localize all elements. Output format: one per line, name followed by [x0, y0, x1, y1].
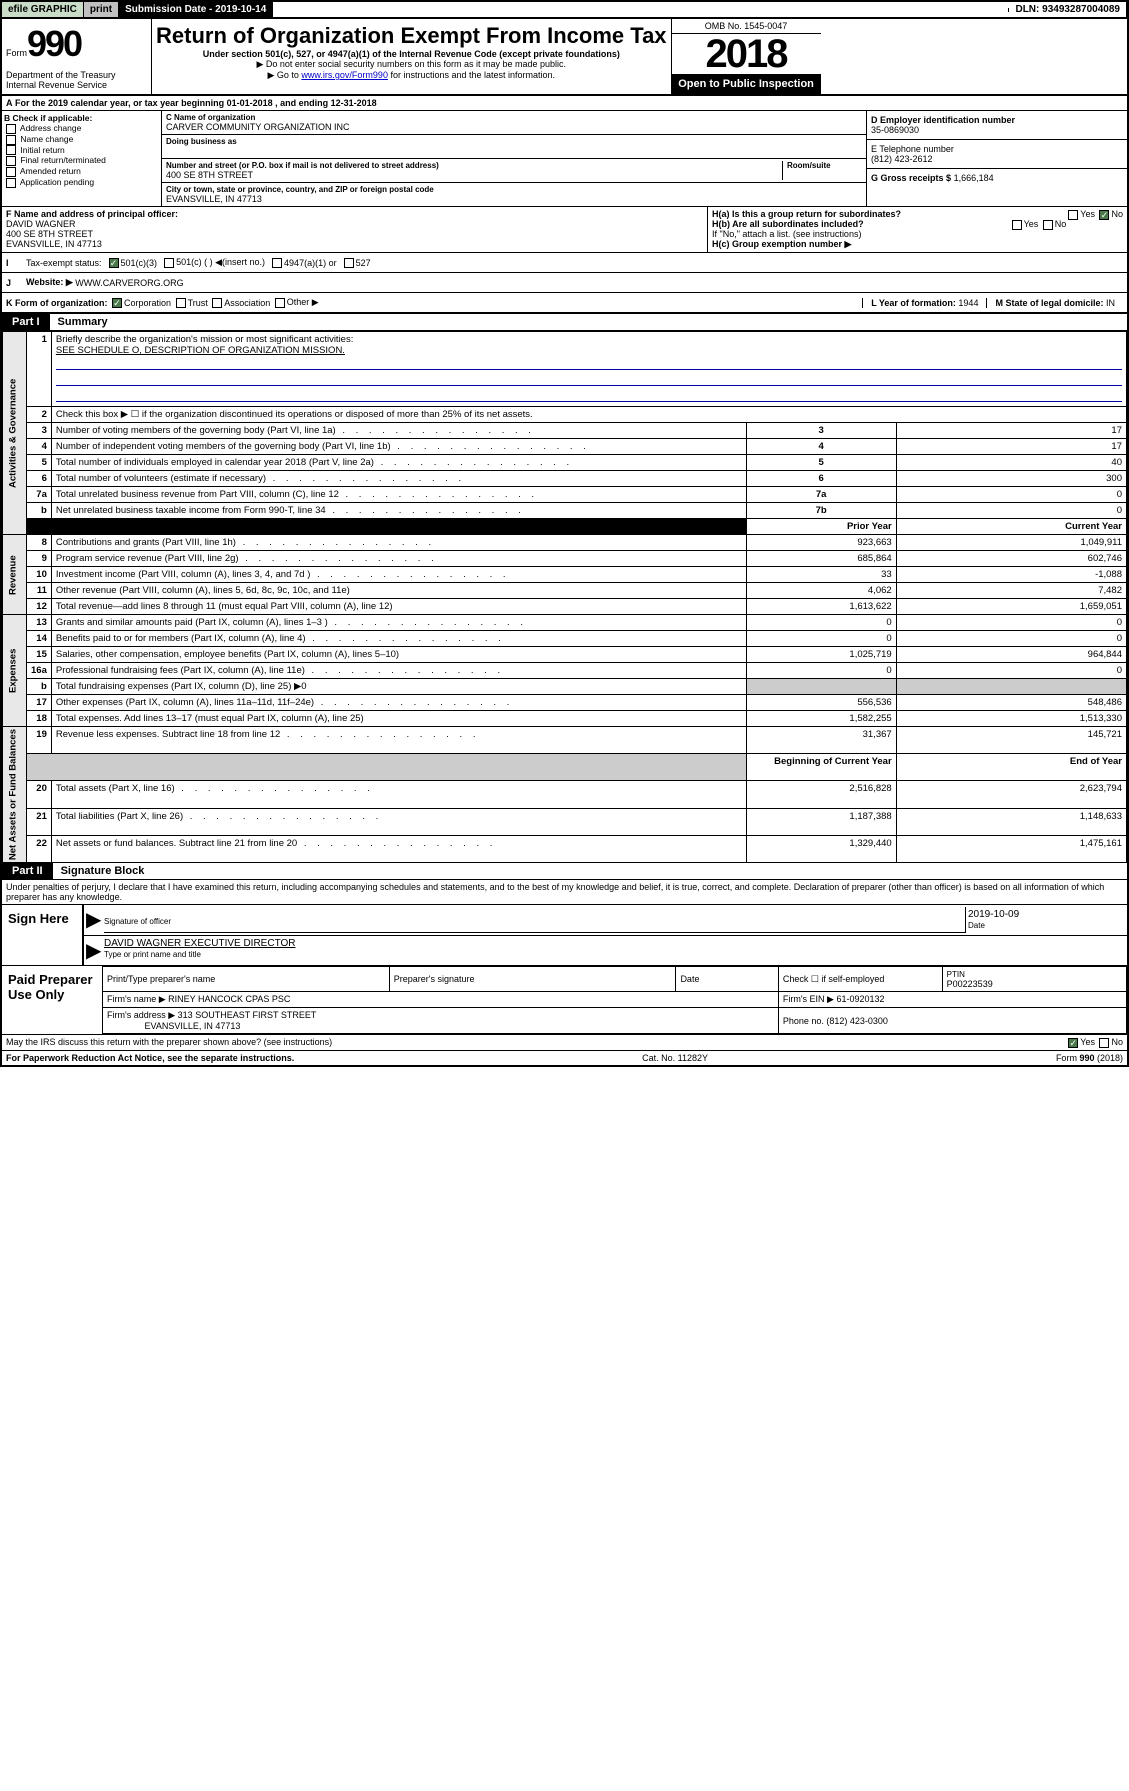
table-row: 7aTotal unrelated business revenue from …	[3, 487, 1127, 503]
table-row: 6Total number of volunteers (estimate if…	[3, 471, 1127, 487]
table-row: 17Other expenses (Part IX, column (A), l…	[3, 695, 1127, 711]
check-other[interactable]	[275, 298, 285, 308]
form-note2: ▶ Go to www.irs.gov/Form990 for instruct…	[156, 70, 667, 81]
table-row: 4Number of independent voting members of…	[3, 439, 1127, 455]
submission-date-label: Submission Date - 2019-10-14	[119, 2, 273, 17]
check-trust[interactable]	[176, 298, 186, 308]
year-formed: 1944	[958, 298, 978, 308]
table-row: 18Total expenses. Add lines 13–17 (must …	[3, 711, 1127, 727]
dln: DLN: 93493287004089	[1009, 2, 1127, 17]
org-name: CARVER COMMUNITY ORGANIZATION INC	[166, 122, 862, 132]
check-name[interactable]: Name change	[4, 134, 159, 145]
check-final[interactable]: Final return/terminated	[4, 155, 159, 166]
form-note1: ▶ Do not enter social security numbers o…	[156, 59, 667, 70]
form-header: Form990 Department of the Treasury Inter…	[2, 19, 1127, 96]
gross-receipts: 1,666,184	[954, 173, 994, 183]
check-initial[interactable]: Initial return	[4, 145, 159, 156]
firm-ein: 61-0920132	[836, 994, 884, 1004]
side-expenses: Expenses	[3, 615, 27, 727]
domicile: IN	[1106, 298, 1115, 308]
firm-name: RINEY HANCOCK CPAS PSC	[168, 994, 290, 1004]
line-a: A For the 2019 calendar year, or tax yea…	[2, 96, 1127, 111]
row-j: J Website: ▶ WWW.CARVERORG.ORG	[2, 273, 1127, 293]
irs-link[interactable]: www.irs.gov/Form990	[301, 70, 388, 80]
footer: For Paperwork Reduction Act Notice, see …	[2, 1050, 1127, 1065]
table-row: 15Salaries, other compensation, employee…	[3, 647, 1127, 663]
check-pending[interactable]: Application pending	[4, 177, 159, 188]
firm-phone: (812) 423-0300	[826, 1016, 888, 1026]
topbar: efile GRAPHIC print Submission Date - 20…	[0, 0, 1129, 19]
side-governance: Activities & Governance	[3, 332, 27, 535]
firm-addr: 313 SOUTHEAST FIRST STREET	[178, 1010, 317, 1020]
efile-button[interactable]: efile GRAPHIC	[2, 2, 84, 17]
row-i: I Tax-exempt status: 501(c)(3) 501(c) ( …	[2, 253, 1127, 273]
form-subtitle: Under section 501(c), 527, or 4947(a)(1)…	[156, 49, 667, 59]
phone: (812) 423-2612	[871, 154, 933, 164]
sign-date: 2019-10-09	[968, 909, 1019, 920]
check-assoc[interactable]	[212, 298, 222, 308]
mission: SEE SCHEDULE O, DESCRIPTION OF ORGANIZAT…	[56, 345, 345, 356]
table-row: 3Number of voting members of the governi…	[3, 423, 1127, 439]
part-2-header: Part II Signature Block	[2, 863, 1127, 880]
side-netassets: Net Assets or Fund Balances	[3, 727, 27, 863]
preparer-section: Paid Preparer Use Only Print/Type prepar…	[2, 966, 1127, 1034]
discuss-yes[interactable]	[1068, 1038, 1078, 1048]
signature-section: Sign Here ▶ Signature of officer 2019-10…	[2, 905, 1127, 966]
table-row: 11Other revenue (Part VIII, column (A), …	[3, 583, 1127, 599]
form-prefix: Form	[6, 48, 27, 58]
table-row: 10Investment income (Part VIII, column (…	[3, 567, 1127, 583]
officer-printed: DAVID WAGNER EXECUTIVE DIRECTOR	[104, 938, 296, 949]
section-b: B Check if applicable: Address change Na…	[2, 111, 162, 206]
table-row: 9Program service revenue (Part VIII, lin…	[3, 551, 1127, 567]
org-city: EVANSVILLE, IN 47713	[166, 194, 862, 204]
table-row: 16aProfessional fundraising fees (Part I…	[3, 663, 1127, 679]
check-4947[interactable]	[272, 258, 282, 268]
table-row: 21Total liabilities (Part X, line 26)1,1…	[3, 808, 1127, 835]
department: Department of the Treasury Internal Reve…	[6, 70, 147, 90]
discuss-row: May the IRS discuss this return with the…	[2, 1034, 1127, 1050]
check-amended[interactable]: Amended return	[4, 166, 159, 177]
table-row: bNet unrelated business taxable income f…	[3, 503, 1127, 519]
table-row: 12Total revenue—add lines 8 through 11 (…	[3, 599, 1127, 615]
perjury-statement: Under penalties of perjury, I declare th…	[2, 880, 1127, 905]
officer-name: DAVID WAGNER	[6, 219, 76, 229]
table-row: bTotal fundraising expenses (Part IX, co…	[3, 679, 1127, 695]
website: WWW.CARVERORG.ORG	[75, 278, 183, 288]
ein: 35-0869030	[871, 125, 919, 135]
check-501c[interactable]	[164, 258, 174, 268]
print-button[interactable]: print	[84, 2, 119, 17]
check-address[interactable]: Address change	[4, 123, 159, 134]
side-revenue: Revenue	[3, 535, 27, 615]
org-address: 400 SE 8TH STREET	[166, 170, 782, 180]
check-corp[interactable]	[112, 298, 122, 308]
table-row: 20Total assets (Part X, line 16)2,516,82…	[3, 781, 1127, 808]
row-k: K Form of organization: Corporation Trus…	[2, 293, 1127, 314]
tax-year: 2018	[672, 34, 821, 74]
summary-table: Activities & Governance 1 Briefly descri…	[2, 331, 1127, 863]
section-de: D Employer identification number35-08690…	[867, 111, 1127, 206]
check-527[interactable]	[344, 258, 354, 268]
table-row: 5Total number of individuals employed in…	[3, 455, 1127, 471]
identity-grid: B Check if applicable: Address change Na…	[2, 111, 1127, 207]
ptin: P00223539	[947, 979, 993, 989]
check-501c3[interactable]	[109, 258, 119, 268]
form-title: Return of Organization Exempt From Incom…	[156, 23, 667, 49]
row-fh: F Name and address of principal officer:…	[2, 207, 1127, 253]
table-row: 14Benefits paid to or for members (Part …	[3, 631, 1127, 647]
table-row: 22Net assets or fund balances. Subtract …	[3, 835, 1127, 862]
section-c: C Name of organizationCARVER COMMUNITY O…	[162, 111, 867, 206]
discuss-no[interactable]	[1099, 1038, 1109, 1048]
form-number: 990	[27, 23, 81, 64]
part-1-header: Part I Summary	[2, 314, 1127, 331]
inspection-badge: Open to Public Inspection	[672, 74, 821, 94]
